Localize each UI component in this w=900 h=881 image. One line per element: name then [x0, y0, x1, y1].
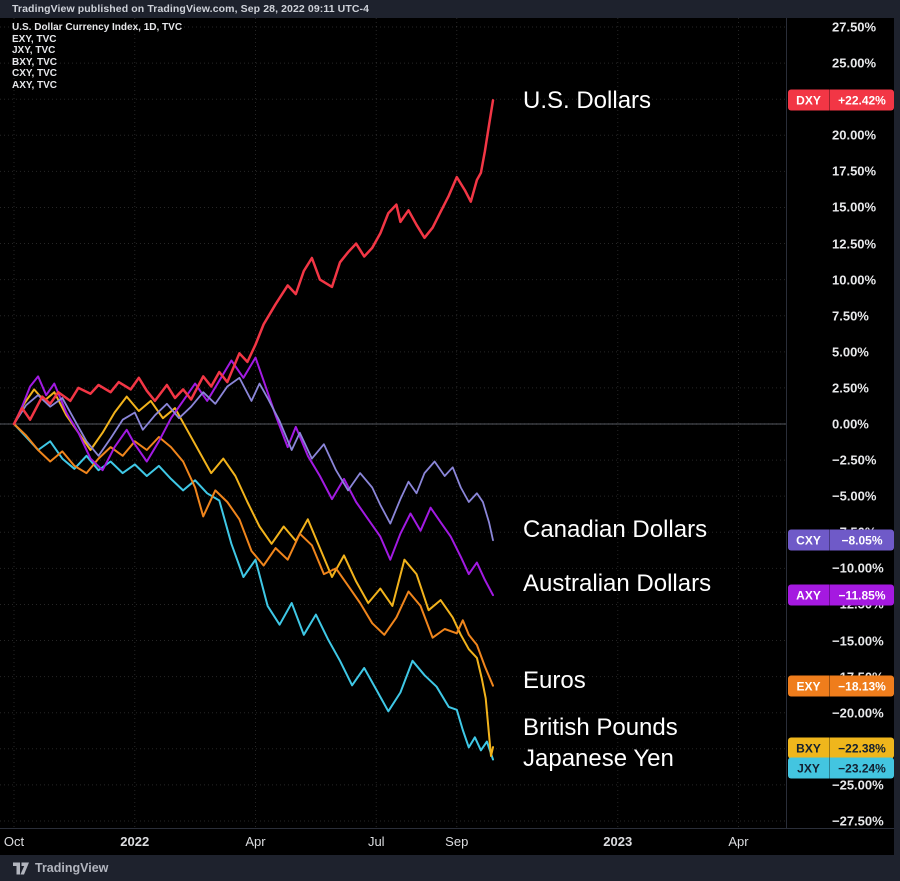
series-label-jxy: Japanese Yen	[523, 745, 674, 772]
series-label-dxy: U.S. Dollars	[523, 87, 652, 114]
tradingview-mark-icon	[13, 862, 29, 874]
series-label-axy: Australian Dollars	[523, 570, 712, 597]
x-axis-label: Sep	[445, 834, 469, 849]
legend-item: JXY, TVC	[12, 45, 56, 57]
series-line-axy	[13, 356, 494, 597]
series-line-dxy	[12, 99, 495, 426]
y-axis-label: 15.00%	[832, 199, 877, 215]
price-badge-axy: AXY −11.85%	[788, 584, 894, 606]
y-axis-label: 7.50%	[832, 308, 869, 324]
publish-bar: TradingView published on TradingView.com…	[0, 0, 900, 18]
price-badge-exy: EXY −18.13%	[788, 675, 894, 697]
badge-value: −18.13%	[829, 675, 894, 697]
badge-ticker: CXY	[796, 533, 821, 547]
series-line-bxy	[13, 388, 494, 757]
price-badge-dxy: DXY +22.42%	[788, 89, 894, 111]
y-axis-label: 5.00%	[832, 344, 869, 360]
badge-value: −8.05%	[829, 529, 894, 551]
badge-value: −11.85%	[829, 584, 894, 606]
badge-ticker: DXY	[796, 93, 821, 107]
tradingview-logo[interactable]: TradingView	[12, 861, 108, 876]
legend-item: BXY, TVC	[12, 56, 58, 68]
badge-value: −22.38%	[829, 737, 894, 759]
legend-item: CXY, TVC	[12, 68, 58, 80]
series-line-jxy	[13, 423, 494, 761]
chart-area[interactable]: U.S. Dollar Currency Index, 1D, TVC EXY, …	[0, 18, 894, 855]
badge-value: +22.42%	[829, 89, 894, 111]
y-axis-label: 27.50%	[832, 19, 877, 35]
y-axis-label: −25.00%	[832, 777, 884, 793]
y-axis-label: 17.50%	[832, 163, 877, 179]
x-axis-label: Apr	[728, 834, 749, 849]
y-axis-label: −15.00%	[832, 633, 884, 649]
legend-item: U.S. Dollar Currency Index, 1D, TVC	[12, 22, 183, 33]
series-label-exy: Euros	[523, 667, 586, 694]
legend-item: EXY, TVC	[12, 33, 57, 45]
y-axis-label: 12.50%	[832, 236, 877, 252]
x-axis-label: 2023	[603, 834, 633, 849]
y-axis-label: −5.00%	[832, 488, 877, 504]
x-axis-label: 2022	[120, 834, 150, 849]
price-badge-cxy: CXY −8.05%	[788, 529, 894, 551]
price-badge-jxy: JXY −23.24%	[788, 757, 894, 779]
legend-item: AXY, TVC	[12, 79, 58, 91]
legend: U.S. Dollar Currency Index, 1D, TVC EXY, …	[12, 22, 182, 92]
x-axis-label: Oct	[3, 834, 25, 849]
y-axis-label: 25.00%	[832, 55, 877, 71]
y-axis-label: −27.50%	[832, 813, 884, 829]
y-axis-label: −2.50%	[832, 452, 877, 468]
badge-value: −23.24%	[829, 757, 894, 779]
series-label-cxy: Canadian Dollars	[523, 516, 708, 543]
chart-canvas	[0, 18, 786, 828]
price-axis-border	[786, 18, 787, 828]
x-axis-label: Apr	[245, 834, 266, 849]
badge-ticker: AXY	[796, 588, 821, 602]
x-axis-label: Jul	[367, 834, 385, 849]
badge-ticker: EXY	[796, 679, 821, 693]
publish-text: TradingView published on TradingView.com…	[12, 3, 370, 15]
footer-bar: TradingView	[0, 855, 900, 881]
series-label-bxy: British Pounds	[523, 714, 678, 741]
badge-ticker: BXY	[796, 741, 821, 755]
brand-text: TradingView	[35, 861, 109, 875]
y-axis-label: 10.00%	[832, 272, 877, 288]
y-axis-label: −10.00%	[832, 560, 884, 576]
time-axis-border	[0, 828, 894, 829]
y-axis-label: −20.00%	[832, 705, 884, 721]
badge-ticker: JXY	[797, 761, 820, 775]
series-line-cxy	[13, 376, 494, 542]
y-axis-label: 0.00%	[832, 416, 869, 432]
y-axis-label: 20.00%	[832, 127, 877, 143]
series-line-exy	[13, 423, 494, 687]
price-badge-bxy: BXY −22.38%	[788, 737, 894, 759]
y-axis-label: 2.50%	[832, 380, 869, 396]
